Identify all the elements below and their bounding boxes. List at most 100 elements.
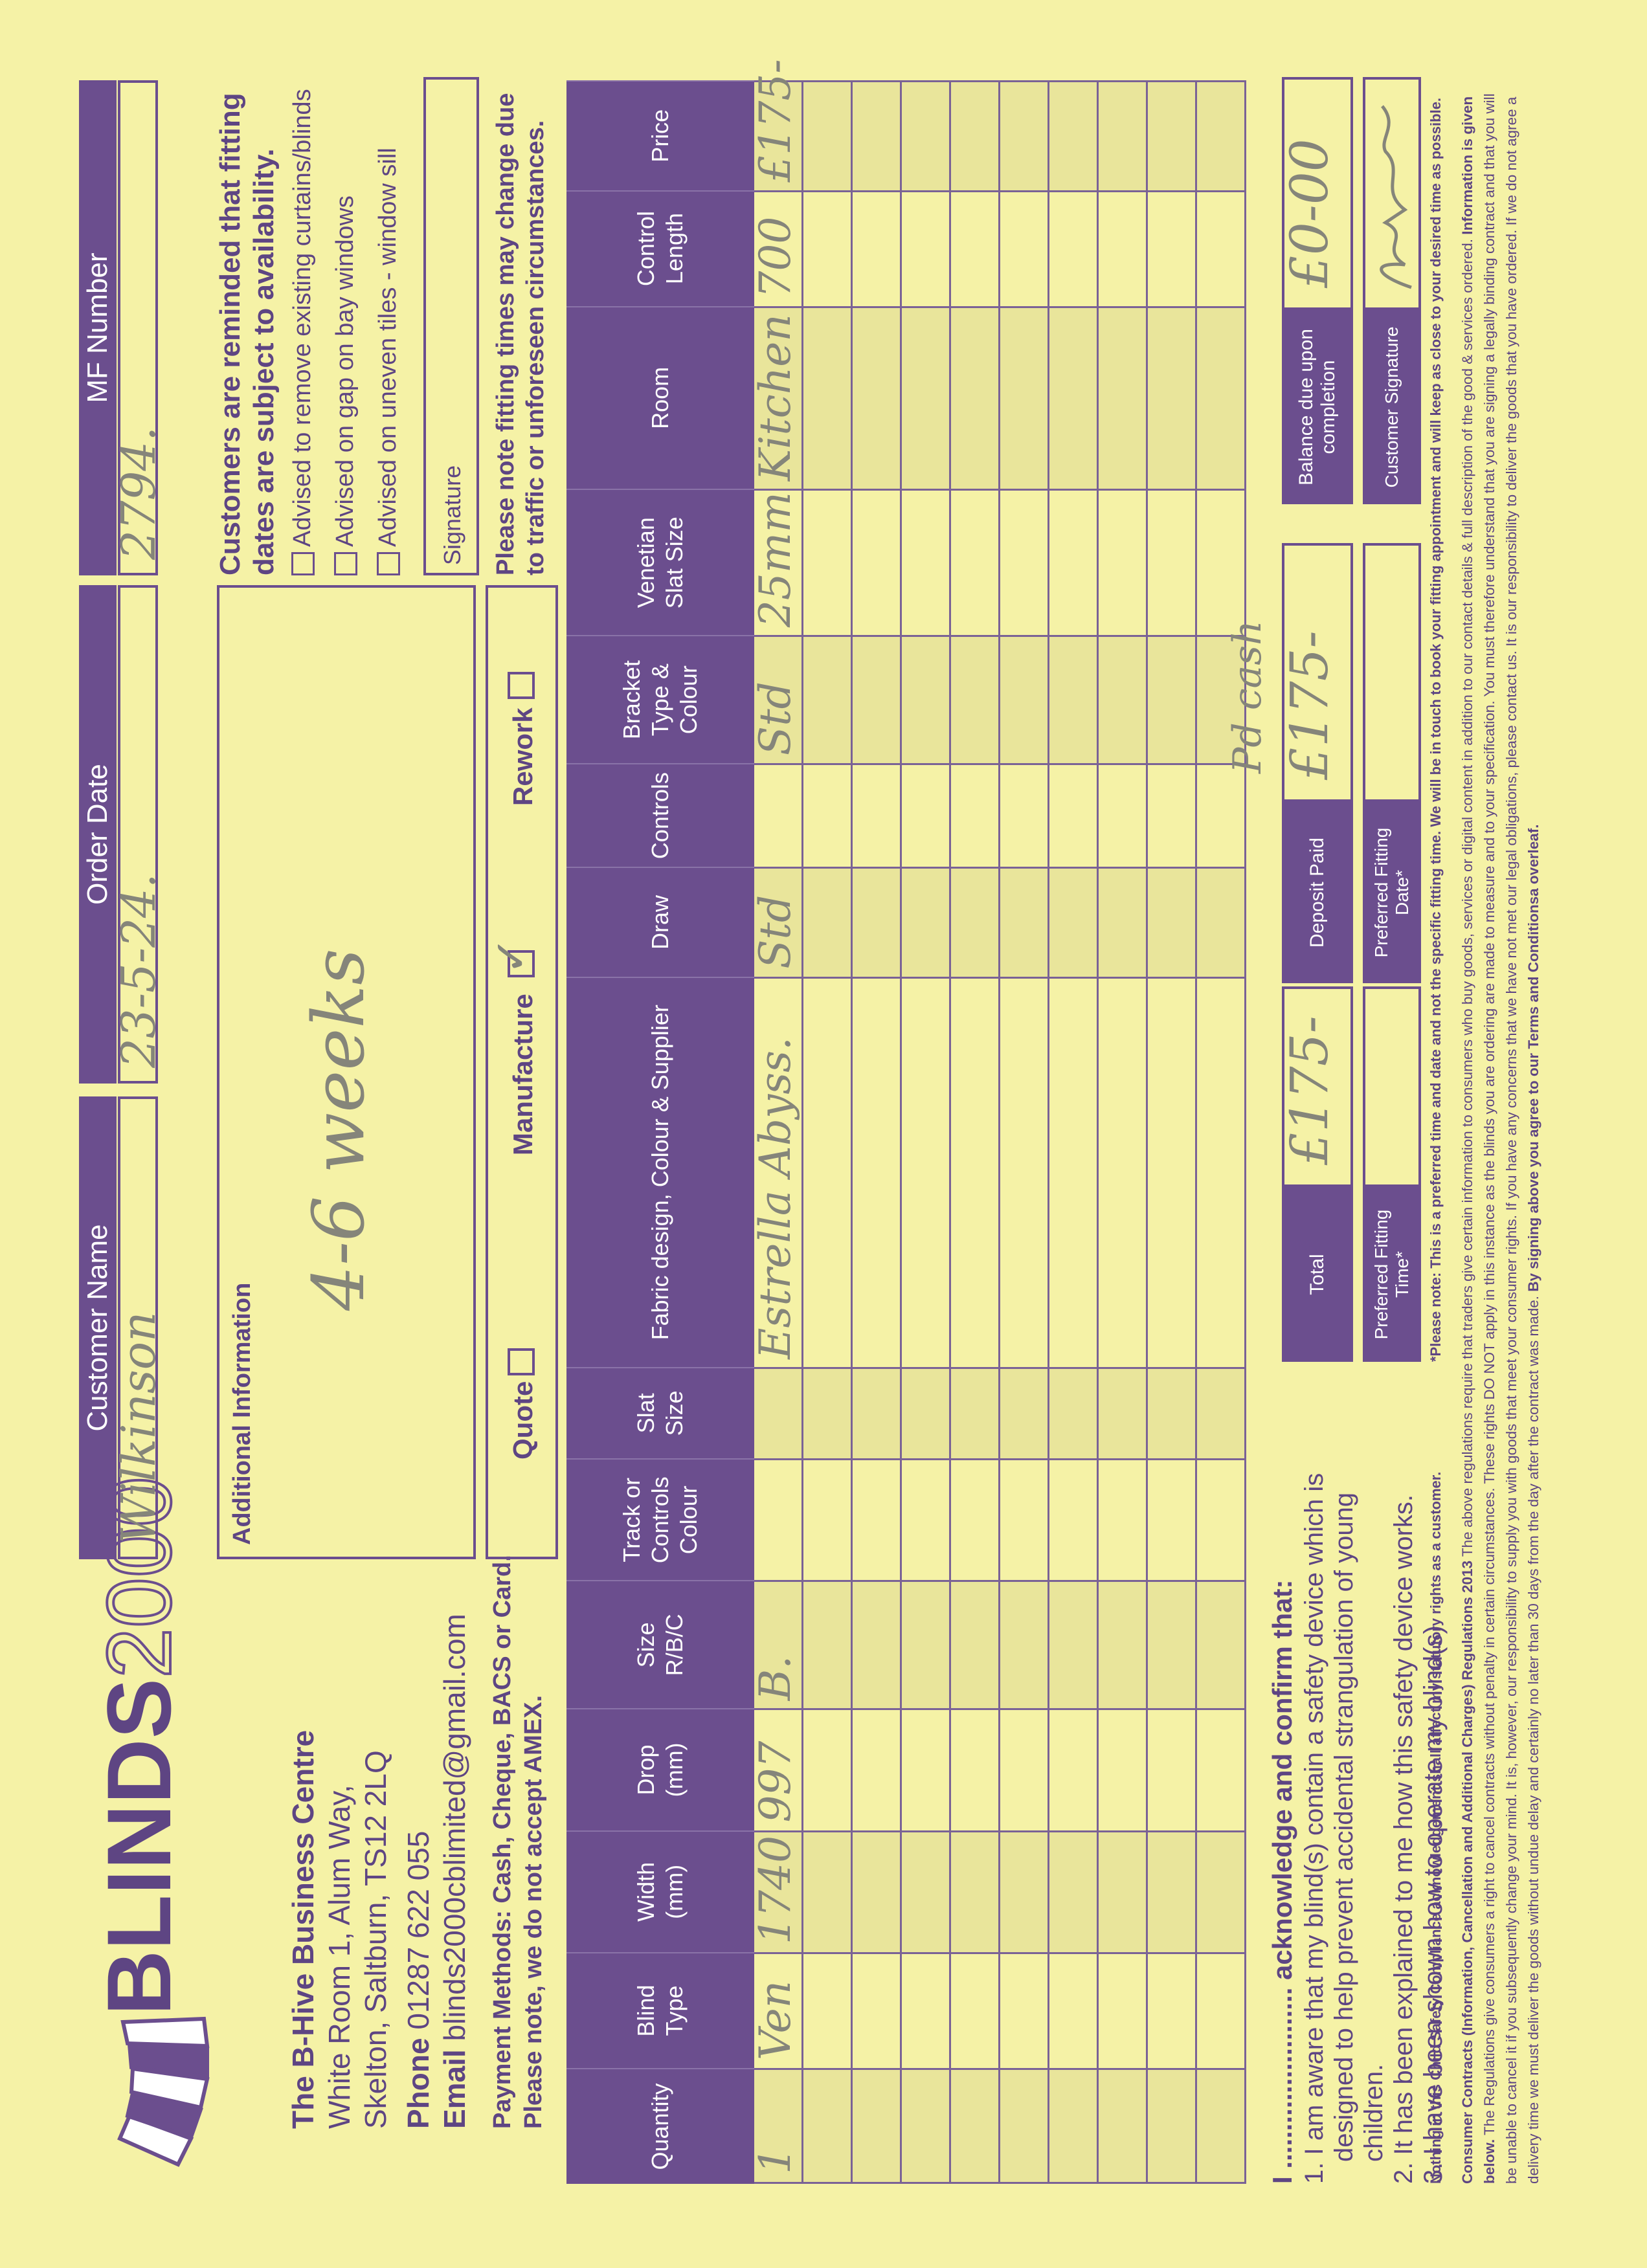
table-cell	[1099, 1366, 1148, 1458]
table-cell	[1049, 190, 1099, 306]
table-cell	[1148, 1366, 1197, 1458]
table-cell	[853, 976, 902, 1367]
table-cell	[1049, 80, 1099, 190]
table-cell: Std	[750, 867, 803, 977]
table-cell	[1099, 2068, 1148, 2184]
cell-value: £175-	[750, 59, 800, 183]
table-cell	[853, 1708, 902, 1830]
table-cell	[803, 1458, 853, 1581]
table-cell	[1049, 867, 1099, 977]
table-cell	[902, 306, 951, 489]
order-type-label: Rework	[508, 707, 538, 806]
payment-note: Please note, we do not accept AMEX.	[520, 1695, 547, 2129]
table-cell	[1099, 867, 1148, 977]
table-cell	[1049, 1366, 1099, 1458]
table-cell	[1049, 976, 1099, 1367]
table-cell	[951, 763, 1000, 867]
cell-value: Estrella Abyss.	[750, 1037, 800, 1359]
ack-item: 2. It has been explained to me how this …	[1389, 1494, 1418, 2184]
brand-bold: BLINDS	[88, 1678, 190, 2016]
reminder-option: Advised to remove existing curtains/blin…	[281, 77, 324, 575]
table-cell	[902, 1580, 951, 1709]
table-cell	[1099, 80, 1148, 190]
order-type-label: Quote	[508, 1381, 538, 1460]
checkbox	[508, 672, 535, 699]
table-cell	[1000, 2068, 1049, 2184]
table-cell	[1197, 763, 1246, 867]
table-cell	[853, 763, 902, 867]
total-value: £175-	[1279, 1016, 1339, 1165]
table-cell: 997	[750, 1708, 803, 1830]
cell-value: 1	[750, 2147, 800, 2174]
column-header: Track or Controls Colour	[566, 1458, 754, 1581]
table-cell	[951, 635, 1000, 764]
option-checkbox	[334, 552, 357, 575]
column-header: Bracket Type & Colour	[566, 635, 754, 764]
field-box: 2794.	[111, 80, 166, 575]
table-cell	[1000, 867, 1049, 977]
column-header: Draw	[566, 867, 754, 977]
table-cell	[902, 489, 951, 636]
additional-info-box: Additional Information 4-6 weeks	[217, 585, 476, 1559]
table-cell	[1099, 190, 1148, 306]
table-cell	[1099, 763, 1148, 867]
address-block: The B-Hive Business Centre White Room 1,…	[285, 1555, 549, 2129]
total-box: £175- Pd cash	[1225, 543, 1353, 802]
table-cell	[1197, 306, 1246, 489]
table-cell	[853, 1458, 902, 1581]
total-value: £0-00	[1279, 139, 1339, 288]
table-cell: Kitchen	[750, 306, 803, 489]
table-cell	[1197, 1830, 1246, 1953]
table-cell	[853, 306, 902, 489]
fitting-note: *Please note: This is a preferred time a…	[1428, 97, 1444, 1362]
total-box: £175-	[1279, 986, 1353, 1187]
table-cell	[1099, 1952, 1148, 2069]
additional-info-label: Additional Information	[229, 1282, 256, 1545]
address-line: The B-Hive Business Centre	[286, 1729, 320, 2129]
table-cell	[1000, 635, 1049, 764]
option-label: Advised to remove existing curtains/blin…	[289, 89, 316, 547]
table-cell	[1000, 489, 1049, 636]
reminder-note: Please note fitting times may change due…	[492, 93, 549, 575]
table-cell: £175-	[750, 59, 803, 190]
table-cell	[853, 867, 902, 977]
check-mark: ✓	[486, 937, 536, 975]
table-cell	[1000, 80, 1049, 190]
table-cell	[951, 489, 1000, 636]
table-cell	[1049, 2068, 1099, 2184]
table-cell: 1	[750, 2068, 803, 2184]
table-cell: B.	[750, 1580, 803, 1709]
table-cell	[1099, 1830, 1148, 1953]
table-cell	[1148, 635, 1197, 764]
email: Email blinds2000cblimited@gmail.com	[436, 1555, 473, 2129]
table-cell	[902, 2068, 951, 2184]
address-line: White Room 1, Alum Way,	[322, 1784, 356, 2129]
table-cell	[951, 1830, 1000, 1953]
fitting-label: Preferred Fitting Date*	[1363, 802, 1421, 983]
fitting-box	[1363, 77, 1421, 310]
table-cell	[902, 1366, 951, 1458]
table-cell	[1099, 306, 1148, 489]
table-cell	[1148, 2068, 1197, 2184]
column-header: Quantity	[566, 2068, 754, 2184]
column-header: Price	[566, 80, 754, 190]
cell-value: Kitchen	[750, 314, 800, 482]
table-cell	[1000, 976, 1049, 1367]
fitting-box	[1363, 986, 1421, 1187]
table-cell	[1197, 976, 1246, 1367]
reminder-option: Advised on uneven tiles - window sill	[366, 77, 409, 575]
table-cell	[951, 1580, 1000, 1709]
cell-value: Ven	[750, 1980, 800, 2061]
email-label: Email	[438, 2049, 471, 2129]
table-cell	[1197, 1708, 1246, 1830]
phone-label: Phone	[401, 2038, 435, 2129]
column-header: Venetian Slat Size	[566, 489, 754, 636]
checkbox	[508, 1348, 535, 1375]
table-cell	[1148, 1830, 1197, 1953]
table-cell	[1148, 763, 1197, 867]
table-cell	[951, 1708, 1000, 1830]
table-cell	[1099, 489, 1148, 636]
table-cell: Std	[750, 635, 803, 764]
table-cell	[1099, 1458, 1148, 1581]
table-cell	[1148, 1458, 1197, 1581]
